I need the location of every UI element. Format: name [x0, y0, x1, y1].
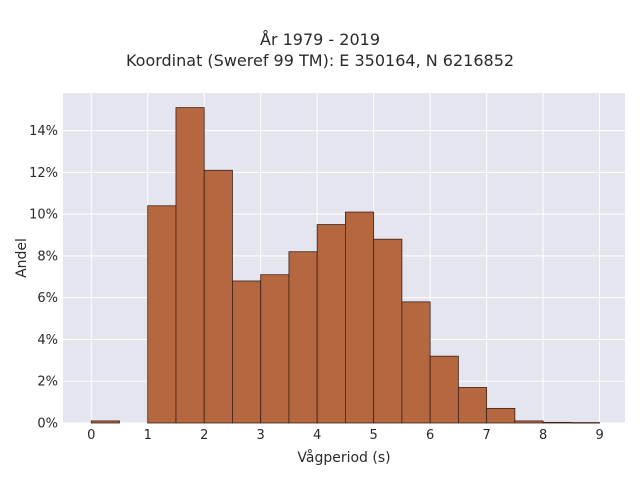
y-tick-label: 6% — [37, 291, 58, 306]
histogram-bar — [147, 205, 177, 424]
histogram-bar — [570, 422, 600, 424]
histogram-bar — [175, 107, 205, 424]
histogram-bar — [429, 355, 459, 424]
histogram-bar — [90, 420, 120, 424]
histogram-bar — [288, 251, 318, 424]
y-tick-label: 14% — [29, 124, 58, 139]
chart-subtitle: Koordinat (Sweref 99 TM): E 350164, N 62… — [125, 51, 515, 70]
bars — [90, 107, 600, 424]
y-axis-ticks: 0% 2% 4% 6% 8% 10% 12% 14% — [29, 124, 58, 431]
histogram-bar — [486, 407, 516, 424]
x-tick-label: 6 — [426, 428, 434, 443]
y-tick-label: 0% — [37, 417, 58, 432]
x-tick-label: 2 — [200, 428, 208, 443]
histogram-bar — [345, 211, 375, 424]
histogram-bar — [232, 280, 262, 424]
x-tick-label: 3 — [257, 428, 265, 443]
x-tick-label: 5 — [370, 428, 378, 443]
y-tick-label: 4% — [37, 333, 58, 348]
histogram-bar — [457, 387, 488, 424]
y-tick-label: 12% — [29, 166, 58, 181]
x-tick-label: 4 — [313, 428, 321, 443]
x-axis-ticks: 0 1 2 3 4 5 6 7 8 9 — [87, 428, 604, 443]
histogram-bar — [316, 224, 346, 424]
y-axis-label: Andel — [14, 238, 30, 278]
histogram-bar — [373, 238, 403, 424]
y-tick-label: 10% — [29, 208, 58, 223]
x-tick-label: 7 — [482, 428, 490, 443]
x-tick-label: 9 — [595, 428, 603, 443]
y-tick-label: 8% — [37, 249, 58, 264]
histogram-bar — [401, 301, 431, 424]
x-tick-label: 1 — [144, 428, 152, 443]
histogram-bar — [260, 274, 290, 424]
chart-title: År 1979 - 2019 — [260, 30, 380, 49]
x-tick-label: 0 — [87, 428, 95, 443]
x-tick-label: 8 — [539, 428, 547, 443]
histogram-bar — [514, 420, 544, 424]
histogram-bar — [542, 421, 572, 424]
histogram-bar — [203, 169, 233, 424]
x-axis-label: Vågperiod (s) — [297, 449, 390, 466]
y-tick-label: 2% — [37, 375, 58, 390]
